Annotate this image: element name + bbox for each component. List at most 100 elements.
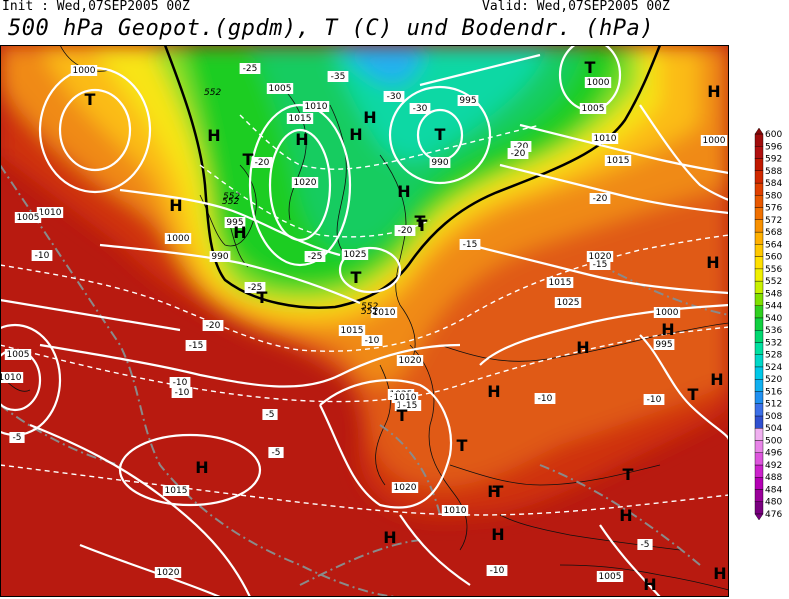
temperature-label-bg <box>251 157 273 168</box>
colorbar-swatch <box>754 354 764 368</box>
colorbar-label: 520 <box>765 375 782 385</box>
colorbar-legend: 476 480 484 488 492 496 500 504 508 512 516 520 524 5… <box>754 128 782 520</box>
colorbar-swatch <box>754 207 764 221</box>
temperature-label: -30 <box>387 92 402 102</box>
isobar-label-bg <box>653 339 675 350</box>
colorbar-swatch <box>754 464 764 478</box>
high-pressure-center: H <box>491 525 504 544</box>
height-contour-label: 552 <box>361 307 378 317</box>
colorbar-label: 532 <box>765 338 782 348</box>
colorbar-label: 496 <box>765 449 782 459</box>
height-contour-label: 552 <box>222 197 239 207</box>
colorbar-label: 524 <box>765 363 782 373</box>
temperature-label: -15 <box>403 401 418 411</box>
isobar-label-bg <box>546 277 574 288</box>
low-pressure-center: T <box>493 482 504 501</box>
colorbar-swatch <box>754 182 764 196</box>
colorbar-swatch <box>754 415 764 429</box>
height-contour-label: 552 <box>223 192 240 202</box>
colorbar-label: 568 <box>765 228 782 238</box>
temperature-label: -10 <box>173 378 188 388</box>
temperature-label: -25 <box>308 252 323 262</box>
isobar-label: 990 <box>211 252 228 262</box>
isobar-label: 1010 <box>394 393 417 403</box>
isobar-label-bg <box>370 307 398 318</box>
isobar-label: 1005 <box>599 572 622 582</box>
high-pressure-center: H <box>169 196 182 215</box>
temperature-label: -5 <box>641 540 650 550</box>
temperature-label: -5 <box>13 433 22 443</box>
temperature-label-bg <box>409 103 431 114</box>
isobar-label-bg <box>441 505 469 516</box>
colorbar-swatch <box>754 244 764 257</box>
low-pressure-center: T <box>85 90 96 109</box>
height-contour-label: 552 <box>361 302 378 312</box>
low-pressure-center: T <box>257 288 268 307</box>
isobar-label: 1010 <box>373 308 396 318</box>
isobar-label-bg <box>209 251 231 262</box>
isobar-label: 1015 <box>289 114 312 124</box>
high-pressure-center: H <box>707 82 720 101</box>
temperature-label: -10 <box>490 566 505 576</box>
high-pressure-center: H <box>207 126 220 145</box>
colorbar-swatch <box>754 133 764 147</box>
isobar-label-bg <box>591 133 619 144</box>
isobar-label: 1000 <box>587 78 610 88</box>
isobar-label-bg <box>162 485 190 496</box>
colorbar-label: 544 <box>765 302 782 312</box>
isobar-label: 995 <box>459 96 476 106</box>
high-pressure-center: H <box>713 564 726 583</box>
isobar-label-bg <box>429 157 451 168</box>
temperature-label-bg <box>510 141 532 152</box>
colorbar-label: 480 <box>765 498 782 508</box>
temperature-label-bg <box>239 63 261 74</box>
temperature-label: -20 <box>511 149 526 159</box>
high-pressure-center: H <box>706 253 719 272</box>
isobar-label: 1010 <box>444 506 467 516</box>
temperature-label-bg <box>202 320 224 331</box>
colorbar-swatch <box>754 391 764 404</box>
temperature-label-bg <box>304 251 326 262</box>
isobar-label: 1015 <box>549 278 572 288</box>
isobar-label-bg <box>266 83 294 94</box>
isobar-label: 1020 <box>589 252 612 262</box>
isobar-label: 990 <box>431 158 448 168</box>
colorbar-label: 548 <box>765 289 782 299</box>
temperature-label: -15 <box>189 341 204 351</box>
isobar-label: 1020 <box>294 178 317 188</box>
high-pressure-center: H <box>576 338 589 357</box>
colorbar-label: 504 <box>765 424 782 434</box>
colorbar-swatch <box>754 378 764 392</box>
colorbar-label: 588 <box>765 167 782 177</box>
colorbar-label: 592 <box>765 155 782 165</box>
isobar-label-bg <box>700 135 728 146</box>
colorbar-label: 540 <box>765 314 782 324</box>
temperature-label: -15 <box>463 240 478 250</box>
isobar-label: 1025 <box>344 250 367 260</box>
colorbar-label: 556 <box>765 265 782 275</box>
isobar-label-bg <box>286 113 314 124</box>
temperature-label: -25 <box>243 64 258 74</box>
colorbar-label: 572 <box>765 216 782 226</box>
map-title: 500 hPa Geopot.(gpdm), T (C) und Bodendr… <box>8 16 655 41</box>
high-pressure-center: H <box>487 382 500 401</box>
colorbar-label: 536 <box>765 326 782 336</box>
isobar-label: 1010 <box>305 102 328 112</box>
colorbar-label: 500 <box>765 437 782 447</box>
temperature-label: -5 <box>272 448 281 458</box>
isobar-label: 1020 <box>157 568 180 578</box>
temperature-label: -10 <box>175 388 190 398</box>
temperature-label-bg <box>244 282 266 293</box>
colorbar-label: 564 <box>765 240 782 250</box>
temperature-label: -15 <box>593 260 608 270</box>
temperature-labels: -25-25-30-30-35-20-20-25-20-20-15-15-15-… <box>9 63 665 576</box>
low-pressure-center: T <box>435 125 446 144</box>
temperature-label-bg <box>589 259 611 270</box>
temperature-label: -20 <box>593 194 608 204</box>
colorbar-label: 576 <box>765 204 782 214</box>
temperature-label: -10 <box>538 394 553 404</box>
temperature-label-bg <box>399 400 421 411</box>
high-pressure-center: H <box>661 320 674 339</box>
isobar-label-bg <box>341 249 369 260</box>
